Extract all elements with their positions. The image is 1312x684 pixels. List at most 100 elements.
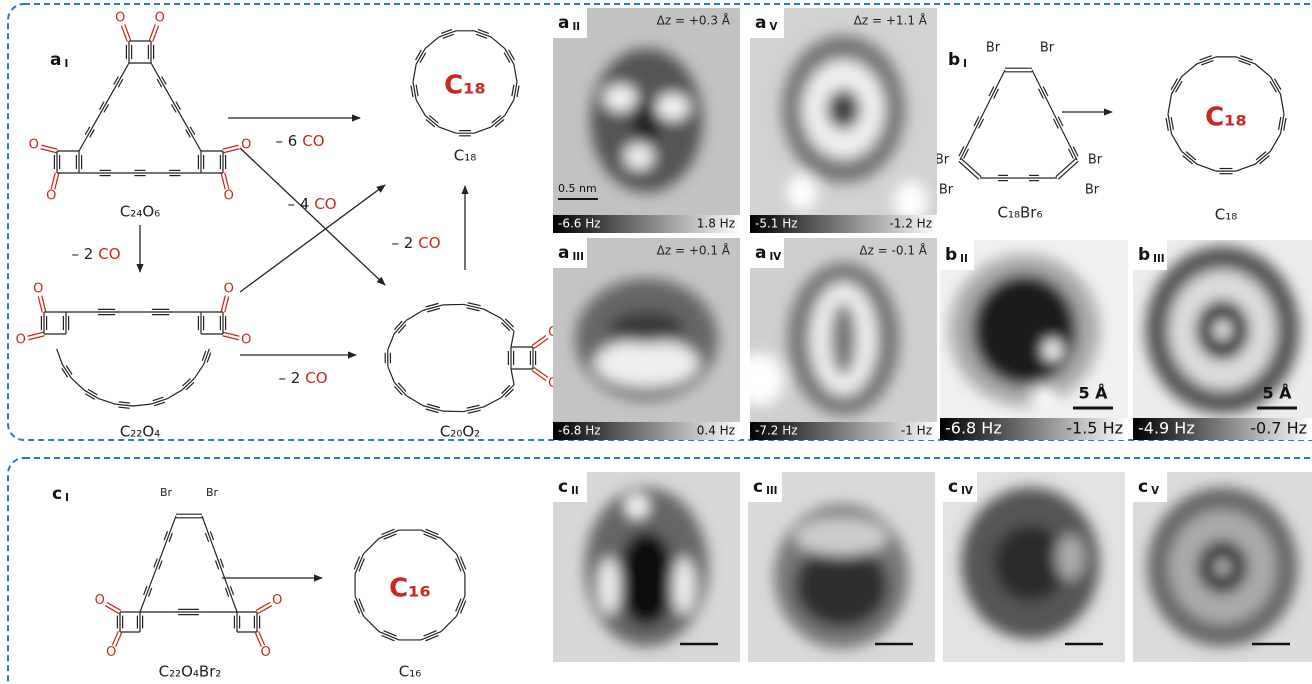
bond xyxy=(85,394,95,400)
bond xyxy=(221,173,225,189)
image-features xyxy=(949,254,1099,406)
bond xyxy=(28,332,44,336)
image-feature xyxy=(735,353,784,406)
bond xyxy=(505,100,514,116)
tip-height: Δz = +1.1 Å xyxy=(854,13,928,28)
panel-letter: a xyxy=(558,243,569,263)
bond xyxy=(441,616,456,631)
image-feature xyxy=(609,311,684,343)
panel-letter: b xyxy=(945,245,957,265)
panel-letter: a xyxy=(755,13,766,33)
bond xyxy=(514,64,517,82)
panel-sub: V xyxy=(769,22,777,33)
atom-label: Br xyxy=(160,486,173,499)
panel-letter: a xyxy=(755,243,766,263)
bond xyxy=(484,398,501,407)
bond xyxy=(382,529,395,534)
reaction-label: – 2CO xyxy=(391,234,440,252)
bond xyxy=(79,138,86,151)
atom-label: Br xyxy=(1085,183,1100,198)
bond xyxy=(456,559,461,572)
panel-letter: a xyxy=(558,13,569,33)
reaction-label: – 6CO xyxy=(275,132,324,150)
bond xyxy=(424,534,437,539)
bond xyxy=(382,635,395,640)
tip-height: Δz = +0.1 Å xyxy=(657,243,731,258)
bond xyxy=(426,120,435,127)
bond xyxy=(413,82,416,100)
image-feature xyxy=(830,303,856,376)
tip-height: Δz = +0.3 Å xyxy=(657,13,731,28)
atom-label: O xyxy=(106,645,116,660)
molecule-formula: C₂₀O₂ xyxy=(440,423,480,441)
panel-sub: IV xyxy=(769,252,781,263)
bond xyxy=(118,407,129,408)
bond xyxy=(1171,79,1177,90)
molecule-formula: C₂₂O₄Br₂ xyxy=(159,663,222,681)
co-species: CO xyxy=(98,245,120,263)
bond xyxy=(426,529,439,534)
bond xyxy=(501,318,514,331)
bond xyxy=(221,296,225,312)
bond xyxy=(115,404,133,406)
co-loss: – 6 xyxy=(275,132,297,150)
bond xyxy=(105,606,119,614)
image-features xyxy=(585,487,708,647)
bond xyxy=(256,602,270,610)
atom-label: O xyxy=(33,281,43,296)
panel-sub: III xyxy=(766,486,777,497)
bond xyxy=(145,585,150,599)
image-feature xyxy=(603,85,637,112)
scale-label: 0.5 nm xyxy=(558,182,597,195)
reaction-label: – 2CO xyxy=(278,369,327,387)
colorbar-min: -4.9 Hz xyxy=(1138,419,1195,438)
bond xyxy=(1281,114,1284,134)
bond xyxy=(460,557,465,570)
bond xyxy=(441,538,456,553)
image-feature xyxy=(787,175,817,211)
bond xyxy=(495,120,504,127)
bond xyxy=(166,530,171,544)
afm-image xyxy=(735,238,937,440)
panel-sub: IV xyxy=(961,486,973,497)
image-feature xyxy=(827,89,861,130)
bond xyxy=(484,309,501,318)
bond xyxy=(961,159,981,177)
bond xyxy=(1182,151,1197,164)
bond xyxy=(225,173,229,189)
scale-label: 5 Å xyxy=(1078,384,1108,403)
bond xyxy=(232,598,237,612)
bond xyxy=(223,332,239,336)
co-loss: – 4 xyxy=(287,195,309,213)
bond xyxy=(424,631,437,636)
colorbar-max: -1.2 Hz xyxy=(889,217,932,231)
bond xyxy=(62,368,68,377)
image-feature xyxy=(624,143,654,170)
bond xyxy=(93,113,100,126)
molecule-formula: C₁₈ xyxy=(454,147,477,165)
image-feature xyxy=(1214,320,1232,340)
panel-letter: c xyxy=(1138,477,1148,497)
bond xyxy=(194,364,203,378)
bond xyxy=(217,557,222,571)
molecule-formula: C₁₆ xyxy=(399,663,422,681)
bond xyxy=(186,382,194,389)
bond xyxy=(1284,118,1286,131)
atom-label: O xyxy=(272,593,282,608)
atom-label: O xyxy=(224,281,234,296)
colorbar-min: -5.1 Hz xyxy=(755,217,798,231)
afm-image xyxy=(553,238,740,440)
bond xyxy=(420,53,426,63)
co-loss: – 2 xyxy=(71,245,93,263)
image-feature xyxy=(1043,340,1062,360)
atom-label: O xyxy=(224,189,234,204)
image-feature xyxy=(626,495,648,518)
colorbar-max: -0.7 Hz xyxy=(1250,419,1307,438)
bond xyxy=(998,70,1006,85)
bond xyxy=(517,86,519,97)
bond xyxy=(38,296,42,312)
atom-label: O xyxy=(29,138,39,153)
panel-sub: V xyxy=(1151,486,1159,497)
bond xyxy=(1182,64,1197,77)
bond xyxy=(363,616,378,631)
